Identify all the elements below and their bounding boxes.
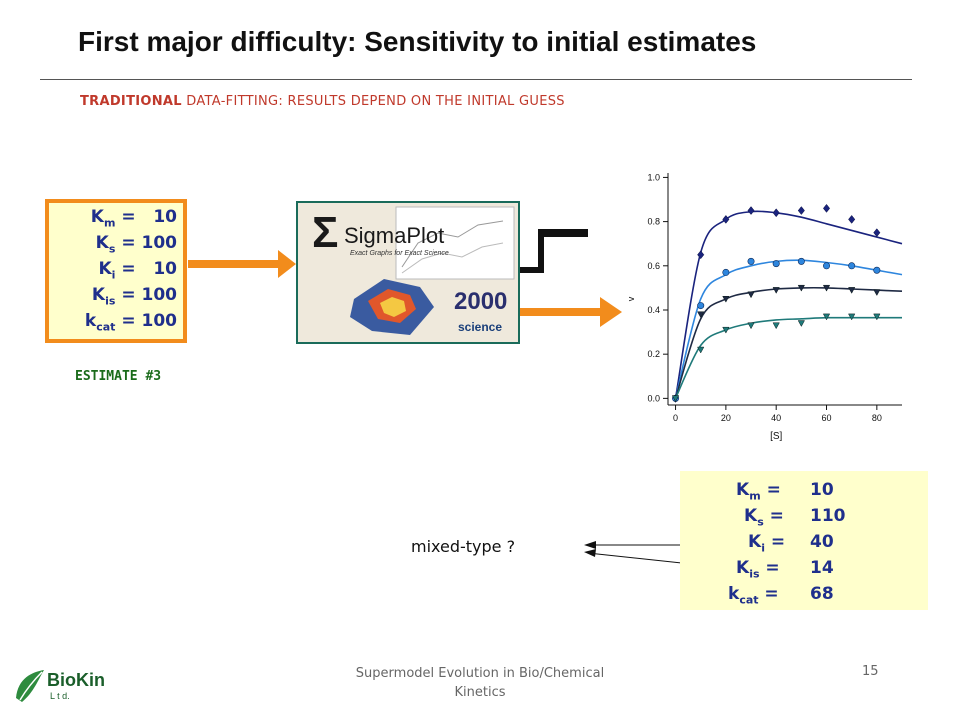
- mixed-type-label: mixed-type ?: [411, 537, 516, 556]
- sigmaplot-software-box: Σ SigmaPlot Exact Graphs for Exact Scien…: [296, 201, 520, 344]
- sigmaplot-version: 2000: [454, 288, 507, 315]
- fit-curve: [674, 259, 903, 399]
- arrow-to-software: [188, 250, 296, 278]
- data-point: [747, 291, 755, 299]
- fit-curve: [674, 286, 903, 399]
- data-point: [747, 206, 755, 215]
- y-tick-label: 0.4: [647, 305, 660, 315]
- x-tick-label: 60: [822, 413, 832, 423]
- slide-title: First major difficulty: Sensitivity to i…: [78, 26, 757, 57]
- data-point: [722, 268, 730, 276]
- data-point: [722, 214, 730, 224]
- estimate-row: Km = 10: [90, 207, 177, 230]
- data-point: [797, 284, 805, 292]
- y-tick-label: 0.8: [647, 217, 660, 227]
- data-point: [873, 266, 881, 274]
- data-point: [697, 302, 705, 310]
- page-number: 15: [862, 664, 879, 679]
- result-row: kcat =: [728, 584, 779, 607]
- sigmaplot-tagline: Exact Graphs for Exact Science: [350, 250, 449, 257]
- data-point: [772, 322, 780, 330]
- logo-subtext: L t d.: [50, 691, 70, 701]
- result-row: Kis =: [736, 558, 780, 581]
- data-point: [772, 260, 780, 268]
- footer-title: Supermodel Evolution in Bio/Chemical Kin…: [355, 666, 605, 700]
- estimate-row: Kis = 100: [91, 285, 177, 308]
- data-point: [873, 228, 881, 238]
- data-point: [797, 320, 805, 327]
- data-point: [797, 257, 805, 265]
- sigma-icon: Σ: [312, 208, 338, 257]
- initial-estimate-box: Km = 10 Ks = 100 Ki = 10 Kis = 100 kcat …: [45, 199, 187, 343]
- data-point: [722, 326, 730, 334]
- sigmaplot-logo-text: SigmaPlot: [344, 223, 444, 248]
- data-point: [747, 257, 755, 265]
- title-rule: [40, 79, 912, 80]
- kinetics-chart: 0.0 0.2 0.4 0.6 0.8 1.0 0 20 40 60 80 [S] v: [626, 172, 903, 442]
- logo-text: BioKin: [47, 670, 105, 690]
- result-value: 68: [810, 584, 834, 604]
- data-point: [747, 322, 755, 330]
- output-connector: [519, 229, 588, 273]
- data-point: [697, 311, 705, 319]
- data-point: [822, 313, 831, 321]
- x-tick-label: 80: [872, 413, 882, 423]
- data-point: [873, 313, 881, 321]
- fit-curve: [674, 316, 902, 399]
- vendor-logo-text: science: [458, 320, 502, 334]
- result-value: 10: [810, 480, 834, 500]
- data-point: [797, 206, 805, 215]
- result-value: 40: [810, 532, 834, 552]
- x-axis-label: [S]: [770, 431, 782, 442]
- data-point: [772, 208, 780, 218]
- result-value: 14: [810, 558, 834, 578]
- fit-results-box: Km = 10 Ks = 110 Ki = 40 Kis = 14 kcat =…: [680, 471, 928, 610]
- data-point: [848, 214, 856, 224]
- result-row: Ki =: [748, 532, 786, 555]
- sigmaplot-box-art: Σ SigmaPlot Exact Graphs for Exact Scien…: [298, 203, 518, 342]
- arrow-to-chart: [520, 297, 622, 327]
- y-axis-label: v: [626, 296, 636, 301]
- result-row: Ks =: [744, 506, 784, 529]
- slide-subtitle: TRADITIONAL DATA-FITTING: RESULTS DEPEND…: [80, 94, 565, 109]
- estimate-label: ESTIMATE #3: [75, 369, 162, 384]
- subtitle-rest: DATA-FITTING: RESULTS DEPEND ON THE INIT…: [181, 94, 565, 109]
- estimate-row: Ks = 100: [95, 233, 177, 256]
- data-point: [697, 346, 705, 354]
- data-point: [822, 203, 831, 213]
- result-value: 110: [810, 506, 846, 526]
- y-tick-label: 0.2: [647, 349, 660, 359]
- data-point: [823, 262, 831, 270]
- data-point: [671, 395, 680, 403]
- data-point: [873, 289, 881, 297]
- data-point: [697, 250, 705, 260]
- x-tick-label: 20: [721, 413, 731, 423]
- data-point: [848, 262, 856, 270]
- y-tick-label: 1.0: [647, 172, 660, 182]
- y-tick-label: 0.6: [647, 261, 660, 271]
- result-row: Km =: [736, 480, 781, 503]
- x-tick-label: 0: [673, 413, 678, 423]
- subtitle-emphasis: TRADITIONAL: [80, 94, 182, 109]
- data-point: [848, 287, 856, 294]
- data-point: [848, 313, 856, 321]
- x-tick-label: 40: [771, 413, 781, 423]
- fit-curve: [674, 210, 903, 399]
- biokin-logo: BioKin L t d.: [16, 670, 105, 702]
- y-tick-label: 0.0: [647, 393, 660, 403]
- data-point: [772, 287, 780, 294]
- data-point: [822, 284, 831, 292]
- estimate-row: kcat = 100: [84, 311, 177, 334]
- data-point: [722, 295, 730, 303]
- estimate-row: Ki = 10: [98, 259, 177, 282]
